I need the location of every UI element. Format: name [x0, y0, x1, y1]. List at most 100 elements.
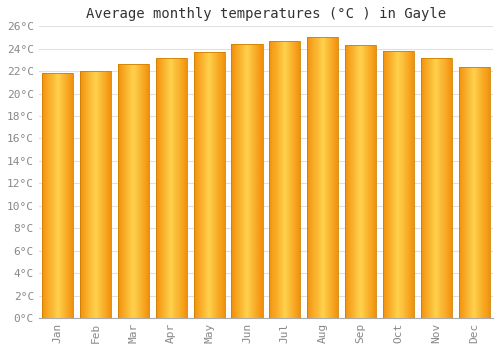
Bar: [236, 44, 238, 318]
Bar: [104, 71, 105, 318]
Bar: [121, 64, 122, 318]
Bar: [243, 44, 244, 318]
Bar: [294, 41, 295, 318]
Bar: [421, 58, 452, 318]
Bar: [410, 51, 411, 318]
Bar: [84, 71, 85, 318]
Bar: [475, 66, 476, 318]
Bar: [360, 46, 362, 318]
Bar: [186, 58, 187, 318]
Bar: [251, 44, 252, 318]
Bar: [119, 64, 120, 318]
Bar: [80, 71, 111, 318]
Bar: [385, 51, 386, 318]
Bar: [432, 58, 433, 318]
Bar: [430, 58, 431, 318]
Bar: [212, 52, 214, 318]
Bar: [431, 58, 432, 318]
Bar: [446, 58, 448, 318]
Bar: [367, 46, 368, 318]
Bar: [280, 41, 282, 318]
Bar: [67, 74, 68, 318]
Bar: [176, 58, 178, 318]
Bar: [202, 52, 203, 318]
Bar: [466, 66, 467, 318]
Bar: [256, 44, 258, 318]
Bar: [307, 37, 338, 318]
Bar: [433, 58, 434, 318]
Bar: [421, 58, 422, 318]
Bar: [364, 46, 366, 318]
Bar: [241, 44, 242, 318]
Bar: [158, 58, 159, 318]
Bar: [146, 64, 147, 318]
Bar: [298, 41, 300, 318]
Bar: [209, 52, 210, 318]
Bar: [448, 58, 450, 318]
Bar: [161, 58, 162, 318]
Bar: [486, 66, 488, 318]
Bar: [390, 51, 391, 318]
Bar: [184, 58, 186, 318]
Bar: [329, 37, 330, 318]
Bar: [159, 58, 160, 318]
Bar: [70, 74, 71, 318]
Bar: [469, 66, 470, 318]
Bar: [71, 74, 72, 318]
Bar: [156, 58, 187, 318]
Bar: [406, 51, 408, 318]
Bar: [253, 44, 254, 318]
Bar: [465, 66, 466, 318]
Bar: [254, 44, 256, 318]
Bar: [435, 58, 436, 318]
Bar: [332, 37, 333, 318]
Bar: [46, 74, 48, 318]
Bar: [460, 66, 462, 318]
Bar: [118, 64, 149, 318]
Bar: [132, 64, 134, 318]
Bar: [80, 71, 81, 318]
Bar: [470, 66, 471, 318]
Bar: [458, 66, 460, 318]
Bar: [482, 66, 484, 318]
Bar: [110, 71, 111, 318]
Bar: [101, 71, 102, 318]
Bar: [106, 71, 107, 318]
Bar: [107, 71, 108, 318]
Bar: [288, 41, 289, 318]
Bar: [134, 64, 136, 318]
Bar: [172, 58, 174, 318]
Bar: [424, 58, 425, 318]
Bar: [248, 44, 249, 318]
Bar: [222, 52, 224, 318]
Bar: [480, 66, 482, 318]
Bar: [472, 66, 473, 318]
Bar: [200, 52, 201, 318]
Bar: [402, 51, 404, 318]
Bar: [362, 46, 364, 318]
Bar: [426, 58, 427, 318]
Bar: [356, 46, 358, 318]
Bar: [295, 41, 296, 318]
Bar: [488, 66, 490, 318]
Bar: [327, 37, 328, 318]
Bar: [145, 64, 146, 318]
Bar: [290, 41, 291, 318]
Bar: [345, 46, 346, 318]
Bar: [423, 58, 424, 318]
Bar: [201, 52, 202, 318]
Bar: [247, 44, 248, 318]
Bar: [258, 44, 260, 318]
Bar: [42, 74, 74, 318]
Bar: [58, 74, 59, 318]
Bar: [249, 44, 250, 318]
Bar: [282, 41, 283, 318]
Bar: [232, 44, 262, 318]
Bar: [204, 52, 205, 318]
Bar: [130, 64, 132, 318]
Bar: [96, 71, 98, 318]
Bar: [203, 52, 204, 318]
Bar: [310, 37, 312, 318]
Bar: [63, 74, 64, 318]
Bar: [467, 66, 468, 318]
